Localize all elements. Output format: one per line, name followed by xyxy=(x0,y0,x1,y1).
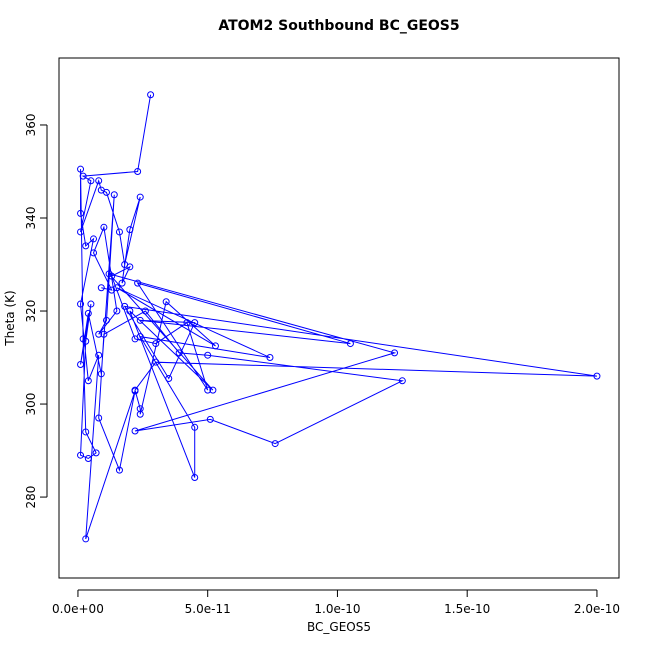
data-point xyxy=(82,428,90,436)
data-point xyxy=(115,228,123,236)
data-point xyxy=(102,316,110,324)
data-point xyxy=(82,242,90,250)
data-point xyxy=(136,410,144,418)
data-point xyxy=(136,333,144,341)
data-point xyxy=(147,91,155,99)
data-point xyxy=(126,307,134,315)
data-point xyxy=(95,351,103,359)
data-point xyxy=(121,302,129,310)
data-point xyxy=(87,177,95,185)
data-point xyxy=(191,474,199,482)
data-point xyxy=(77,451,85,459)
data-line xyxy=(80,94,598,540)
data-point xyxy=(209,386,217,394)
data-point xyxy=(100,223,108,231)
data-point xyxy=(77,165,85,173)
data-point xyxy=(115,466,123,474)
data-point xyxy=(77,361,85,369)
data-point xyxy=(131,427,139,435)
data-point xyxy=(102,188,110,196)
data-point xyxy=(211,342,219,350)
data-point xyxy=(165,374,173,382)
data-point xyxy=(191,319,199,327)
data-point xyxy=(84,377,92,385)
x-tick-label: 1.0e-10 xyxy=(314,602,360,616)
data-point xyxy=(90,235,98,243)
x-tick-label: 2.0e-10 xyxy=(574,602,620,616)
data-point xyxy=(183,319,191,327)
data-point xyxy=(82,337,90,345)
data-point xyxy=(391,349,399,357)
data-point xyxy=(136,193,144,201)
data-point xyxy=(110,191,118,199)
data-point xyxy=(84,309,92,317)
data-point xyxy=(77,300,85,308)
data-point xyxy=(152,340,160,348)
y-tick-label: 300 xyxy=(24,393,38,416)
data-point xyxy=(131,387,139,395)
y-tick-label: 360 xyxy=(24,114,38,137)
data-point xyxy=(593,372,601,380)
plot-frame xyxy=(58,57,620,579)
data-point xyxy=(134,167,142,175)
y-axis-label: Theta (K) xyxy=(3,290,17,346)
data-point xyxy=(84,454,92,462)
data-point xyxy=(95,414,103,422)
data-point xyxy=(82,535,90,543)
x-tick-label: 1.5e-10 xyxy=(444,602,490,616)
x-tick-label: 5.0e-11 xyxy=(185,602,231,616)
data-point xyxy=(175,349,183,357)
data-point xyxy=(95,330,103,338)
data-point xyxy=(136,316,144,324)
y-tick-label: 320 xyxy=(24,300,38,323)
data-point xyxy=(77,209,85,217)
data-point xyxy=(141,307,149,315)
chart-title: ATOM2 Southbound BC_GEOS5 xyxy=(218,18,459,34)
data-point xyxy=(77,228,85,236)
data-point xyxy=(206,415,214,423)
data-point xyxy=(346,340,354,348)
y-tick-label: 280 xyxy=(24,486,38,509)
data-point xyxy=(108,286,116,294)
data-point xyxy=(97,284,105,292)
data-point xyxy=(126,226,134,234)
data-point xyxy=(97,370,105,378)
data-point xyxy=(90,249,98,257)
data-point xyxy=(271,440,279,448)
data-point xyxy=(266,354,274,362)
x-axis-label: BC_GEOS5 xyxy=(307,620,371,634)
data-point xyxy=(204,386,212,394)
x-tick-label: 0.0e+00 xyxy=(52,602,104,616)
data-point xyxy=(152,358,160,366)
data-point xyxy=(162,298,170,306)
data-point xyxy=(118,279,126,287)
data-point xyxy=(105,270,113,278)
y-tick-label: 340 xyxy=(24,207,38,230)
data-point xyxy=(398,377,406,385)
data-point xyxy=(191,423,199,431)
data-point xyxy=(100,330,108,338)
data-point xyxy=(204,351,212,359)
data-point xyxy=(134,279,142,287)
data-point xyxy=(87,300,95,308)
data-point xyxy=(126,263,134,271)
data-point xyxy=(113,307,121,315)
data-point xyxy=(95,177,103,185)
data-point xyxy=(79,172,87,180)
data-point xyxy=(92,449,100,457)
